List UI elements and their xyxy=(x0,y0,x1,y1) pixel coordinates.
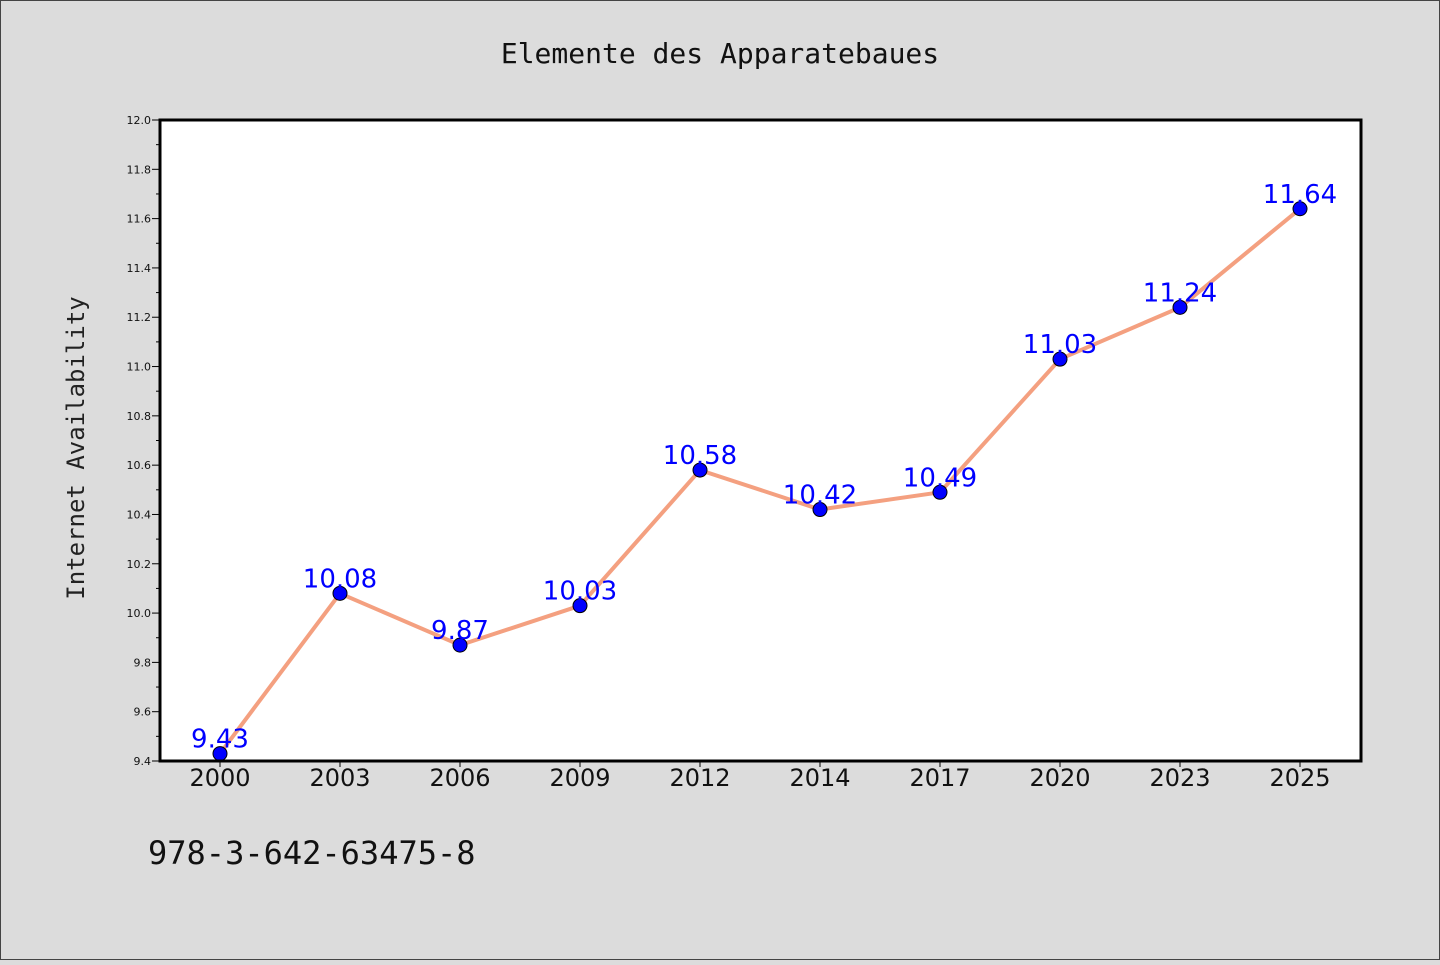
x-tick-label: 2023 xyxy=(1149,764,1210,792)
isbn-caption: 978-3-642-63475-8 xyxy=(148,834,476,872)
data-label: 10.49 xyxy=(903,463,977,493)
data-point xyxy=(1052,351,1068,367)
data-point xyxy=(932,484,948,500)
y-tick-label: 11.4 xyxy=(127,262,152,275)
x-tick-label: 2020 xyxy=(1029,764,1090,792)
data-label: 10.08 xyxy=(303,564,377,594)
y-tick-label: 12.0 xyxy=(127,114,152,127)
data-point xyxy=(332,585,348,601)
data-point xyxy=(812,502,828,518)
data-label: 10.58 xyxy=(663,441,737,471)
y-tick-label: 10.0 xyxy=(127,607,152,620)
data-label: 10.42 xyxy=(783,481,857,511)
y-tick-label: 10.6 xyxy=(127,459,152,472)
y-tick-label: 11.0 xyxy=(127,361,152,374)
data-label: 9.43 xyxy=(191,725,249,755)
x-tick-label: 2025 xyxy=(1269,764,1330,792)
y-tick-label: 10.2 xyxy=(127,558,152,571)
data-point xyxy=(452,637,468,653)
series-layer: 9.43 10.08 9.87 10.03 10.58 10.42 10.49 11.03 11… xyxy=(191,180,1337,762)
y-axis-label: Internet Availability xyxy=(62,296,90,599)
chart-title: Elemente des Apparatebaues xyxy=(501,37,939,70)
data-label: 11.03 xyxy=(1023,330,1097,360)
y-tick-label: 10.4 xyxy=(127,508,152,521)
y-tick-label: 9.8 xyxy=(134,656,152,669)
data-point xyxy=(1292,201,1308,217)
x-tick-label: 2014 xyxy=(789,764,850,792)
y-tick-label: 11.6 xyxy=(127,213,152,226)
y-tick-label: 9.4 xyxy=(134,755,152,768)
series-line xyxy=(218,206,1302,756)
x-tick-label: 2009 xyxy=(549,764,610,792)
x-tick-label: 2012 xyxy=(669,764,730,792)
data-label: 10.03 xyxy=(543,577,617,607)
x-tick-label: 2017 xyxy=(909,764,970,792)
data-point xyxy=(572,598,588,614)
plot-area xyxy=(160,120,1361,761)
y-tick-label: 11.8 xyxy=(127,163,152,176)
data-label: 11.64 xyxy=(1263,180,1337,210)
x-tick-label: 2006 xyxy=(429,764,490,792)
data-label: 11.24 xyxy=(1143,278,1217,308)
data-label: 9.87 xyxy=(431,616,489,646)
x-tick-label: 2003 xyxy=(309,764,370,792)
y-tick-label: 9.6 xyxy=(134,706,152,719)
plot-frame xyxy=(158,118,1363,763)
data-point xyxy=(692,462,708,478)
data-point xyxy=(1172,299,1188,315)
y-tick-label: 10.8 xyxy=(127,410,152,423)
x-tick-label: 2000 xyxy=(189,764,250,792)
y-tick-label: 11.2 xyxy=(127,311,152,324)
axis-ticks: 9.4 9.6 9.8 10.0 10.2 10.4 10.6 10.8 11.0 11.2 11.… xyxy=(127,114,1331,792)
